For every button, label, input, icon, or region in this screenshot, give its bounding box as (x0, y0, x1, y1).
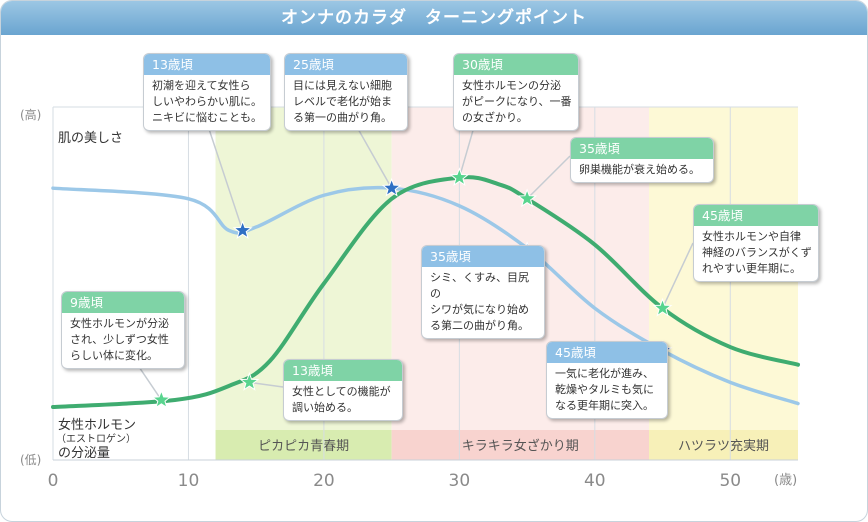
callout-skin-25: 25歳頃 目には見えない細胞 レベルで老化が始ま る第一の曲がり角。 (284, 53, 408, 131)
x-axis-unit: (歳) (774, 473, 797, 488)
callout-text: 一気に老化が進み、 乾燥やタルミも気に なる更年期に突入。 (555, 367, 654, 412)
connector-7 (249, 381, 284, 388)
x-tick-label-5: 50 (719, 471, 741, 491)
callout-text: 卵巣機能が衰え始める。 (579, 163, 700, 176)
star-marker-5 (239, 371, 260, 391)
y-axis-high-label: (高) (20, 107, 41, 122)
callout-text: 目には見えない細胞 レベルで老化が始ま る第一の曲がり角。 (293, 79, 392, 124)
callout-hormone-30: 30歳頃 女性ホルモンの分泌 がピークになり、一番 の女ざかり。 (453, 53, 579, 131)
connector-4 (661, 242, 694, 309)
star-marker-6 (449, 167, 470, 187)
band-label-2: ハツラツ充実期 (678, 438, 769, 454)
callout-age: 45歳頃 (694, 205, 818, 226)
y-axis-low-label: (低) (20, 453, 41, 467)
x-tick-label-3: 30 (449, 471, 471, 491)
x-tick-label-4: 40 (584, 471, 606, 491)
callout-age: 30歳頃 (454, 54, 578, 75)
callout-text: 女性としての機能が 調い始める。 (292, 385, 391, 414)
connector-3 (526, 155, 571, 200)
callout-age: 35歳頃 (571, 138, 713, 159)
hormone-series-label-1: 女性ホルモン (58, 418, 137, 433)
band-label-bg-0 (215, 430, 392, 460)
callout-skin-45: 45歳頃 一気に老化が進み、 乾燥やタルミも気に なる更年期に突入。 (546, 341, 668, 419)
callout-age: 45歳頃 (547, 342, 667, 363)
callout-text: シミ、くすみ、目尻の シワが気になり始め る第二の曲がり角。 (430, 271, 529, 332)
x-tick-label-2: 20 (313, 471, 335, 491)
x-tick-label-0: 0 (48, 471, 59, 491)
callout-hormone-13: 13歳頃 女性としての機能が 調い始める。 (283, 359, 403, 421)
callout-age: 25歳頃 (285, 54, 407, 75)
callout-age: 9歳頃 (62, 292, 184, 313)
callout-hormone-9: 9歳頃 女性ホルモンが分泌 され、少しずつ女性 らしい体に変化。 (61, 291, 185, 369)
band-label-1: キラキラ女ざかり期 (462, 438, 579, 454)
callout-hormone-35: 35歳頃 卵巣機能が衰え始める。 (570, 137, 714, 183)
callout-age: 35歳頃 (422, 246, 544, 267)
star-marker-8 (652, 297, 673, 317)
connector-1 (352, 119, 393, 189)
x-axis: 0 10 20 30 40 50 (歳) (高) (低) (20, 107, 798, 491)
callout-age: 13歳頃 (144, 54, 270, 75)
band-label-bg-1 (391, 430, 649, 460)
star-marker-0 (232, 220, 253, 239)
hormone-series-label-2: （エストロゲン） (56, 434, 136, 445)
callout-text: 女性ホルモンが分泌 され、少しずつ女性 らしい体に変化。 (70, 317, 169, 362)
title-bar (1, 1, 867, 35)
band-label-bg-2 (649, 430, 798, 460)
skin-series-label: 肌の美しさ (58, 131, 124, 146)
hormone-series-label-3: の分泌量 (58, 446, 111, 461)
star-marker-7 (517, 188, 538, 208)
star-marker-1 (381, 177, 402, 197)
callout-text: 初潮を迎えて女性ら しいやわらかい肌に。 ニキビに悩むことも。 (152, 79, 262, 124)
callout-age: 13歳頃 (284, 360, 402, 381)
chart-title: オンナのカラダ ターニングポイント (281, 8, 587, 28)
callout-text: 女性ホルモンや自律 神経のバランスがくず れやすい更年期に。 (702, 230, 812, 275)
x-tick-label-1: 10 (178, 471, 200, 491)
callout-text: 女性ホルモンの分泌 がピークになり、一番 の女ざかり。 (462, 79, 572, 124)
callout-hormone-45: 45歳頃 女性ホルモンや自律 神経のバランスがくず れやすい更年期に。 (693, 204, 819, 282)
connector-0 (205, 119, 244, 231)
band-label-0: ピカピカ青春期 (258, 439, 349, 454)
star-marker-4 (151, 389, 172, 409)
callout-skin-13: 13歳頃 初潮を迎えて女性ら しいやわらかい肌に。 ニキビに悩むことも。 (143, 53, 271, 131)
callout-skin-35: 35歳頃 シミ、くすみ、目尻の シワが気になり始め る第二の曲がり角。 (421, 245, 545, 339)
